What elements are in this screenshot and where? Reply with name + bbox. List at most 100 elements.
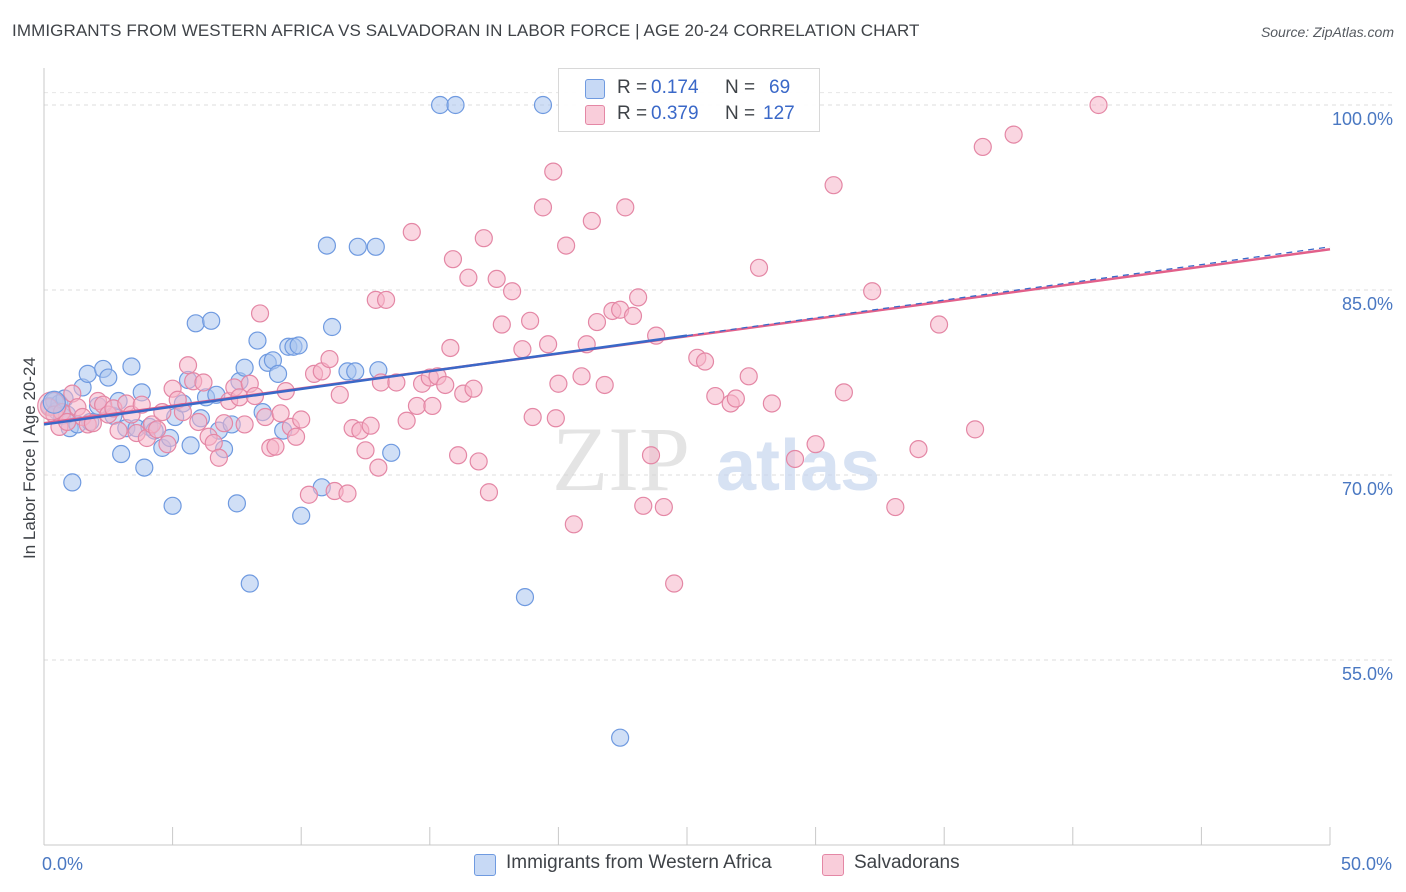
data-point <box>539 335 558 354</box>
data-point <box>634 496 653 515</box>
data-point <box>430 95 450 115</box>
data-point <box>299 485 319 504</box>
data-point <box>806 435 825 454</box>
data-point <box>521 311 540 330</box>
legend-r-label: R = <box>617 77 648 98</box>
data-point <box>402 222 421 242</box>
watermark-zip: ZIP <box>552 408 690 510</box>
data-point <box>1004 125 1023 144</box>
bottom-legend-label-salvadorans: Salvadorans <box>854 852 960 873</box>
data-point <box>863 282 882 301</box>
y-tick-label: 100.0% <box>1332 109 1393 129</box>
bottom-legend-swatch-western-africa <box>474 854 496 876</box>
data-point <box>369 458 388 477</box>
data-point <box>78 364 97 383</box>
data-point <box>407 396 427 416</box>
legend-n-value: 127 <box>763 103 795 124</box>
data-point <box>268 364 288 383</box>
data-point <box>654 497 673 517</box>
data-point <box>214 414 234 433</box>
data-point <box>271 404 290 423</box>
data-point <box>824 176 843 195</box>
y-tick-labels: 55.0% 70.0% 85.0% 100.0% <box>1332 109 1393 684</box>
data-point <box>235 415 254 434</box>
data-point <box>479 483 499 502</box>
data-point <box>240 574 259 593</box>
y-tick-label: 70.0% <box>1342 479 1393 499</box>
data-point <box>739 367 758 386</box>
series-salvadorans <box>40 95 1108 593</box>
data-point <box>544 162 563 181</box>
trend-line-western-africa <box>43 334 688 426</box>
data-point <box>320 349 339 369</box>
trend-lines <box>43 246 1331 426</box>
chart-source: Source: ZipAtlas.com <box>1260 24 1394 40</box>
data-points <box>37 95 1108 747</box>
data-point <box>533 95 553 115</box>
data-point <box>317 236 337 255</box>
data-point <box>99 368 118 387</box>
data-point <box>641 446 661 465</box>
data-point <box>557 236 576 255</box>
legend-r-value: 0.379 <box>651 103 699 124</box>
data-point <box>423 396 442 416</box>
data-point <box>256 407 275 427</box>
legend-r-label: R = <box>617 103 648 124</box>
x-tick-label-max: 50.0% <box>1341 854 1392 874</box>
data-point <box>459 268 478 287</box>
data-point <box>549 374 568 393</box>
data-point <box>158 435 177 454</box>
data-point <box>346 362 365 381</box>
data-point-cluster <box>42 390 66 414</box>
data-point <box>492 315 511 334</box>
data-point <box>515 587 535 607</box>
data-point <box>209 448 228 467</box>
legend-n-value: 69 <box>769 77 791 98</box>
data-point <box>665 574 684 593</box>
data-point <box>348 237 367 256</box>
data-point <box>227 494 246 513</box>
data-point <box>248 331 267 350</box>
data-point <box>286 427 306 446</box>
y-axis-label: In Labor Force | Age 20-24 <box>20 357 39 559</box>
data-point <box>464 379 483 398</box>
data-point <box>513 340 532 359</box>
data-point <box>623 306 643 325</box>
y-tick-label: 85.0% <box>1342 294 1393 314</box>
data-point <box>382 443 401 462</box>
data-point <box>135 458 154 477</box>
data-point <box>909 440 928 459</box>
legend-r-value: 0.174 <box>651 77 699 98</box>
data-point <box>629 288 648 307</box>
data-point <box>178 356 198 375</box>
data-point <box>726 389 745 408</box>
data-point <box>706 386 725 406</box>
data-point <box>122 357 141 376</box>
data-point <box>446 95 465 115</box>
data-point <box>564 515 583 534</box>
data-point <box>163 496 182 515</box>
data-point <box>834 383 853 402</box>
data-point <box>503 282 522 301</box>
trend-line-western-africa-extension <box>686 246 1331 337</box>
data-point <box>448 446 468 465</box>
data-point <box>292 506 311 525</box>
data-point <box>266 437 285 456</box>
data-point <box>886 497 905 517</box>
bottom-legend-swatch-salvadorans <box>822 854 844 876</box>
data-point <box>189 412 208 432</box>
data-point <box>695 352 715 371</box>
data-point <box>595 375 614 395</box>
legend-n-label: N = <box>725 77 756 98</box>
data-point <box>785 449 805 469</box>
data-point <box>436 375 455 395</box>
data-point <box>250 304 270 323</box>
data-point <box>965 420 985 439</box>
data-point <box>611 728 630 747</box>
data-point <box>361 416 380 435</box>
data-point <box>582 211 601 231</box>
data-point <box>749 258 769 277</box>
data-point <box>572 367 591 386</box>
data-point <box>292 410 311 429</box>
data-point <box>1089 95 1108 115</box>
